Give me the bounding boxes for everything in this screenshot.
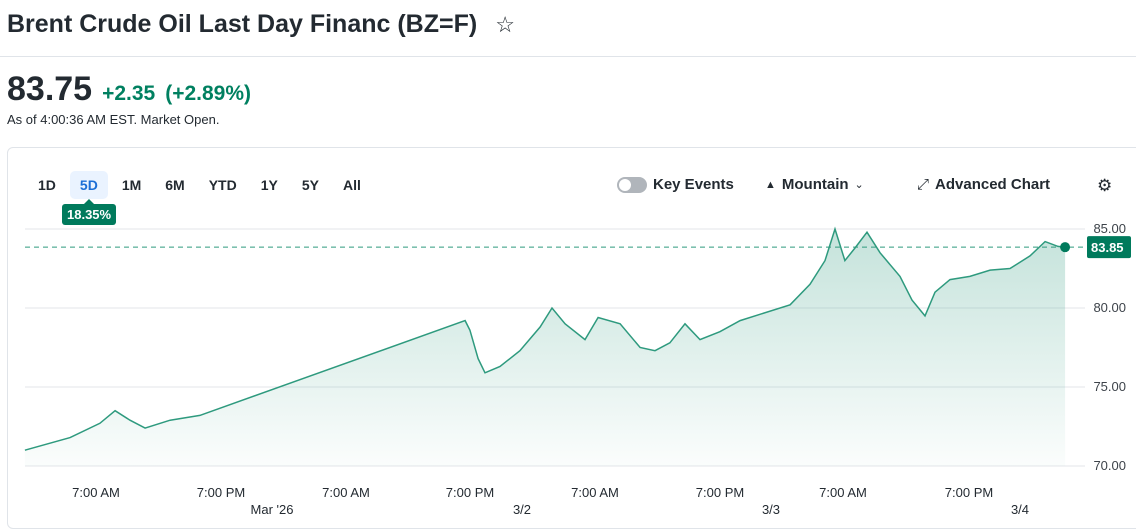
x-time-label: 7:00 AM <box>72 485 120 500</box>
price-area <box>24 229 1066 466</box>
y-tick-label: 80.00 <box>1093 300 1126 315</box>
x-time-label: 7:00 PM <box>945 485 993 500</box>
x-date-label: 3/3 <box>762 502 780 517</box>
quote-summary: 83.75 +2.35 (+2.89%) <box>7 70 251 109</box>
x-time-label: 7:00 PM <box>446 485 494 500</box>
mountain-icon: ▲ <box>765 178 776 191</box>
x-date-label: 3/2 <box>513 502 531 517</box>
range-6m[interactable]: 6M <box>165 177 185 193</box>
range-change-badge: 18.35% <box>62 199 117 225</box>
current-price-badge <box>1087 236 1131 259</box>
price-change: +2.35 <box>102 82 156 105</box>
range-ytd[interactable]: YTD <box>208 177 237 193</box>
advanced-chart-button[interactable]: ⤢ Advanced Chart <box>917 176 1050 193</box>
y-tick-label: 75.00 <box>1093 379 1126 394</box>
as-of-timestamp: As of 4:00:36 AM EST. Market Open. <box>7 112 220 127</box>
page-title: Brent Crude Oil Last Day Financ (BZ=F) ☆ <box>7 10 515 39</box>
x-time-label: 7:00 AM <box>819 485 867 500</box>
advanced-chart-label: Advanced Chart <box>935 176 1051 193</box>
range-1y[interactable]: 1Y <box>260 177 278 193</box>
current-price-label: 83.85 <box>1091 240 1124 255</box>
toggle-switch[interactable] <box>617 176 647 193</box>
range-all[interactable]: All <box>342 177 361 193</box>
price-line <box>24 226 1066 451</box>
x-date-label: Mar '26 <box>251 502 294 517</box>
x-time-label: 7:00 PM <box>696 485 744 500</box>
x-time-label: 7:00 AM <box>571 485 619 500</box>
y-tick-label: 85.00 <box>1093 221 1126 236</box>
price: 83.75 <box>7 70 93 108</box>
chart-type-dropdown[interactable]: ▲ Mountain ⌄ <box>765 176 864 193</box>
range-tabs: 1D 5D 1M 6M YTD 1Y 5Y All <box>28 171 375 199</box>
range-5y[interactable]: 5Y <box>301 177 319 193</box>
settings-gear-icon[interactable]: ⚙ <box>1097 176 1113 195</box>
key-events-toggle[interactable]: Key Events <box>617 176 734 193</box>
chevron-down-icon: ⌄ <box>854 179 864 191</box>
expand-icon: ⤢ <box>917 176 930 193</box>
symbol-title: Brent Crude Oil Last Day Financ (BZ=F) <box>7 10 478 38</box>
x-date-label: 3/4 <box>1011 502 1029 517</box>
current-price-dot <box>1060 242 1071 253</box>
x-time-label: 7:00 PM <box>197 485 245 500</box>
chart-type-label: Mountain <box>781 176 849 193</box>
divider <box>0 56 1136 57</box>
star-outline-icon[interactable]: ☆ <box>495 11 515 37</box>
range-5d[interactable]: 5D <box>69 171 108 199</box>
key-events-label: Key Events <box>653 176 734 193</box>
price-change-pct: (+2.89%) <box>165 82 252 105</box>
range-1m[interactable]: 1M <box>121 177 142 193</box>
range-1d[interactable]: 1D <box>38 177 56 193</box>
x-time-label: 7:00 AM <box>322 485 370 500</box>
y-tick-label: 70.00 <box>1093 458 1126 473</box>
